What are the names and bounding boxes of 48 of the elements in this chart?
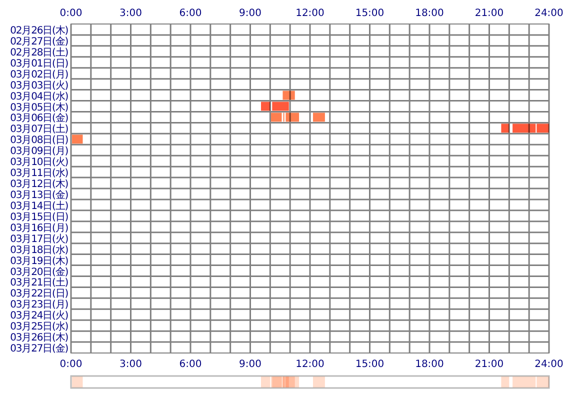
x-tick-label: 15:00 — [355, 359, 384, 370]
x2-tick-label: 12:00 — [296, 8, 324, 19]
x2-tick-label: 15:00 — [355, 8, 384, 19]
x-tick-label: 21:00 — [474, 359, 504, 370]
y-tick-label: 03月13日(金) — [10, 188, 69, 201]
y-tick-label: 03月01日(日) — [10, 58, 69, 70]
y-tick-label: 03月14日(土) — [10, 200, 69, 212]
x-tick-label: 24:00 — [534, 359, 564, 370]
x-tick-label: 9:00 — [239, 359, 262, 370]
x-tick-label: 6:00 — [179, 359, 202, 370]
y-tick-label: 03月26日(木) — [10, 332, 69, 344]
y-tick-label: 02月26日(木) — [10, 24, 69, 36]
y-tick-label: 03月07日(土) — [10, 123, 69, 136]
y-tick-label: 03月08日(日) — [10, 135, 69, 146]
y-tick-label: 03月25日(水) — [10, 320, 69, 333]
y-tick-label: 03月05日(木) — [10, 101, 69, 114]
x2-tick-label: 21:00 — [474, 8, 504, 19]
x2-tick-label: 24:00 — [534, 8, 564, 19]
y-tick-label: 03月15日(日) — [10, 212, 69, 223]
x2-tick-label: 3:00 — [120, 8, 142, 19]
y-tick-label: 02月28日(土) — [10, 46, 69, 58]
x-tick-label: 12:00 — [296, 359, 324, 370]
x2-tick-label: 9:00 — [239, 8, 262, 19]
y-tick-label: 03月11日(水) — [10, 167, 69, 180]
y-tick-label: 03月10日(火) — [10, 156, 69, 168]
y-tick-label: 03月12日(木) — [10, 178, 69, 190]
y-tick-label: 03月21日(土) — [10, 276, 69, 289]
y-tick-label: 03月17日(火) — [10, 232, 69, 245]
y-tick-label: 03月09日(月) — [10, 146, 69, 158]
y-tick-label: 03月19日(木) — [10, 254, 69, 267]
y-tick-label: 03月27日(金) — [10, 342, 69, 355]
y-tick-label: 03月02日(月) — [10, 69, 69, 80]
y-tick-label: 03月03日(火) — [10, 79, 69, 92]
y-tick-label: 03月24日(火) — [10, 310, 69, 322]
y-tick-label: 03月23日(月) — [10, 300, 69, 311]
x-tick-label: 18:00 — [415, 359, 444, 370]
y-tick-label: 03月06日(金) — [10, 112, 69, 124]
x-tick-label: 0:00 — [60, 359, 82, 370]
y-tick-label: 03月22日(日) — [10, 288, 69, 300]
x-tick-label: 3:00 — [120, 359, 142, 370]
y-tick-label: 02月27日(金) — [10, 35, 69, 48]
x2-tick-label: 18:00 — [415, 8, 444, 19]
x2-tick-label: 6:00 — [179, 8, 202, 19]
y-tick-label: 03月16日(月) — [10, 222, 69, 234]
x2-tick-label: 0:00 — [60, 8, 82, 19]
y-tick-label: 03月18日(水) — [10, 244, 69, 256]
y-tick-label: 03月04日(水) — [10, 90, 69, 102]
y-tick-label: 03月20日(金) — [10, 266, 69, 278]
